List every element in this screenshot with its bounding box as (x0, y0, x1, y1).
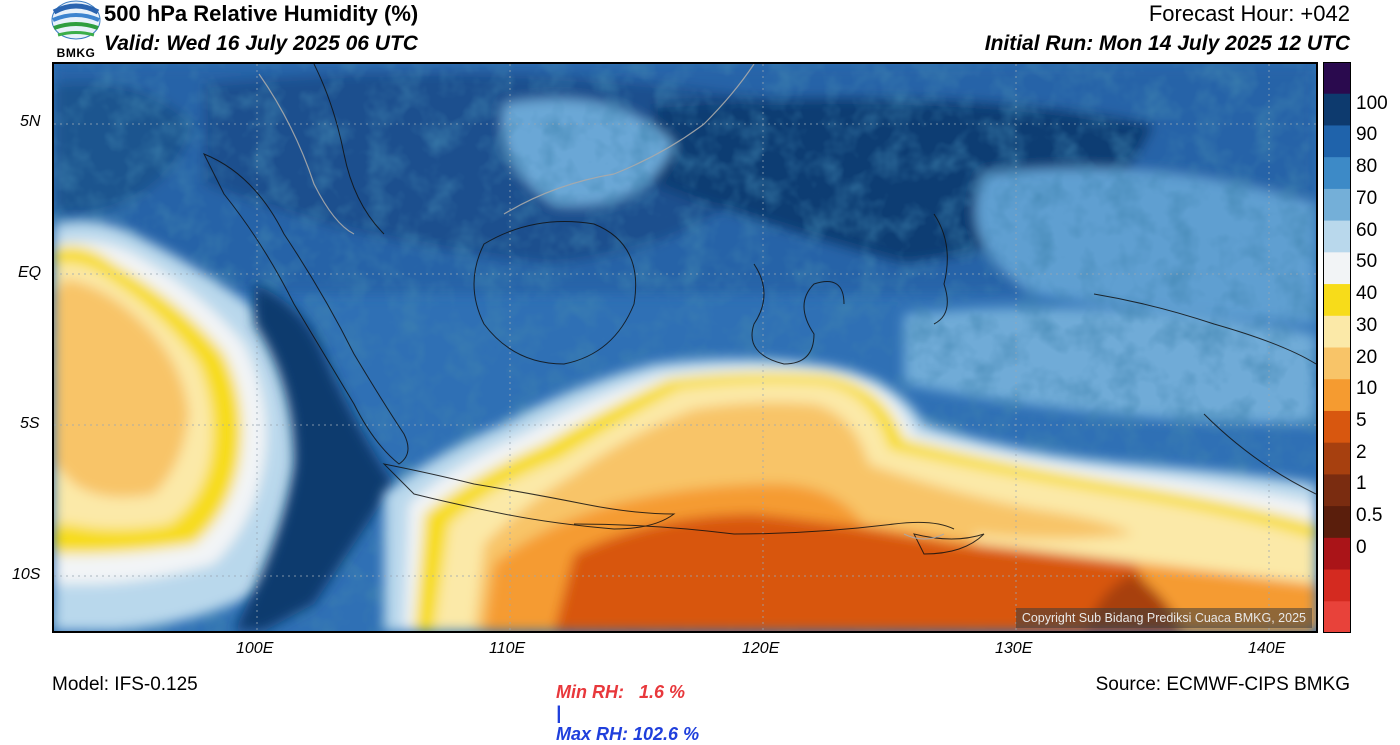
humidity-field (54, 64, 1316, 631)
lat-label-5n: 5N (20, 113, 41, 130)
valid-time: Valid: Wed 16 July 2025 06 UTC (104, 32, 418, 55)
colorbar-segment (1323, 62, 1351, 95)
colorbar-segment (1323, 410, 1351, 444)
colorbar-segment (1323, 188, 1351, 222)
model-label: Model: IFS-0.125 (52, 674, 198, 695)
logo-text: BMKG (56, 46, 96, 60)
copyright-notice: Copyright Sub Bidang Prediksi Cuaca BMKG… (1015, 608, 1312, 628)
lon-label-110e: 110E (489, 640, 526, 657)
initial-run: Initial Run: Mon 14 July 2025 12 UTC (984, 32, 1350, 55)
lat-label-5s: 5S (20, 415, 40, 432)
forecast-hour-text: Forecast Hour: +042 (1148, 1, 1350, 26)
colorbar-segment (1323, 125, 1351, 158)
lon-label-140e: 140E (1248, 640, 1286, 657)
max-rh-value: Max RH: 102.6 % (556, 724, 700, 744)
lat-label-10s: 10S (12, 566, 41, 583)
colorbar-tick-label: 50 (1356, 251, 1378, 273)
colorbar-tick-label: 2 (1356, 441, 1367, 463)
colorbar-segment (1323, 252, 1351, 285)
colorbar-segment (1323, 601, 1351, 633)
colorbar-segment (1323, 379, 1351, 412)
colorbar-segment (1323, 569, 1351, 602)
colorbar-segment (1323, 537, 1351, 571)
bmkg-logo: BMKG (50, 0, 102, 62)
colorbar-tick-label: 100 (1356, 92, 1388, 114)
colorbar-segment (1323, 506, 1351, 539)
colorbar-tick-label: 80 (1356, 156, 1378, 178)
colorbar-border (1323, 62, 1351, 633)
colorbar-segment (1323, 442, 1351, 475)
humidity-map: Copyright Sub Bidang Prediksi Cuaca BMKG… (52, 62, 1318, 633)
lon-label-120e: 120E (742, 640, 780, 657)
chart-title: 500 hPa Relative Humidity (%) (104, 1, 419, 26)
source-label: Source: ECMWF-CIPS BMKG (1095, 674, 1350, 695)
colorbar-tick-label: 20 (1356, 346, 1378, 368)
borders (258, 64, 945, 540)
colorbar-segment (1323, 93, 1351, 126)
colorbar-segment (1323, 474, 1351, 507)
graticule (54, 64, 1316, 631)
colorbar (1323, 62, 1351, 633)
forecast-hour: Forecast Hour: +042 (1149, 2, 1350, 26)
colorbar-tick-label: 5 (1356, 409, 1367, 431)
colorbar-tick-label: 30 (1356, 314, 1378, 336)
colorbar-segment (1323, 157, 1351, 190)
rh-extremes: Min RH: 1.6 % | Max RH: 102.6 % (546, 661, 699, 745)
colorbar-tick-label: 70 (1356, 187, 1378, 209)
lat-label-eq: EQ (18, 264, 42, 281)
colorbar-tick-label: 0.5 (1356, 505, 1383, 527)
min-rh-value: Min RH: 1.6 % (556, 682, 686, 702)
bmkg-emblem-icon (51, 0, 101, 40)
colorbar-tick-label: 10 (1356, 378, 1378, 400)
lon-label-100e: 100E (236, 640, 274, 657)
rh-separator: | (556, 703, 562, 723)
lon-label-130e: 130E (995, 640, 1033, 657)
colorbar-segment (1323, 220, 1351, 253)
coastlines (202, 64, 1316, 555)
colorbar-tick-label: 40 (1356, 283, 1378, 305)
colorbar-tick-label: 90 (1356, 124, 1378, 146)
colorbar-segment (1323, 347, 1351, 380)
colorbar-tick-label: 1 (1356, 473, 1367, 495)
colorbar-tick-label: 0 (1356, 536, 1367, 558)
colorbar-segment (1323, 315, 1351, 348)
colorbar-tick-label: 60 (1356, 219, 1378, 241)
colorbar-segment (1323, 284, 1351, 317)
